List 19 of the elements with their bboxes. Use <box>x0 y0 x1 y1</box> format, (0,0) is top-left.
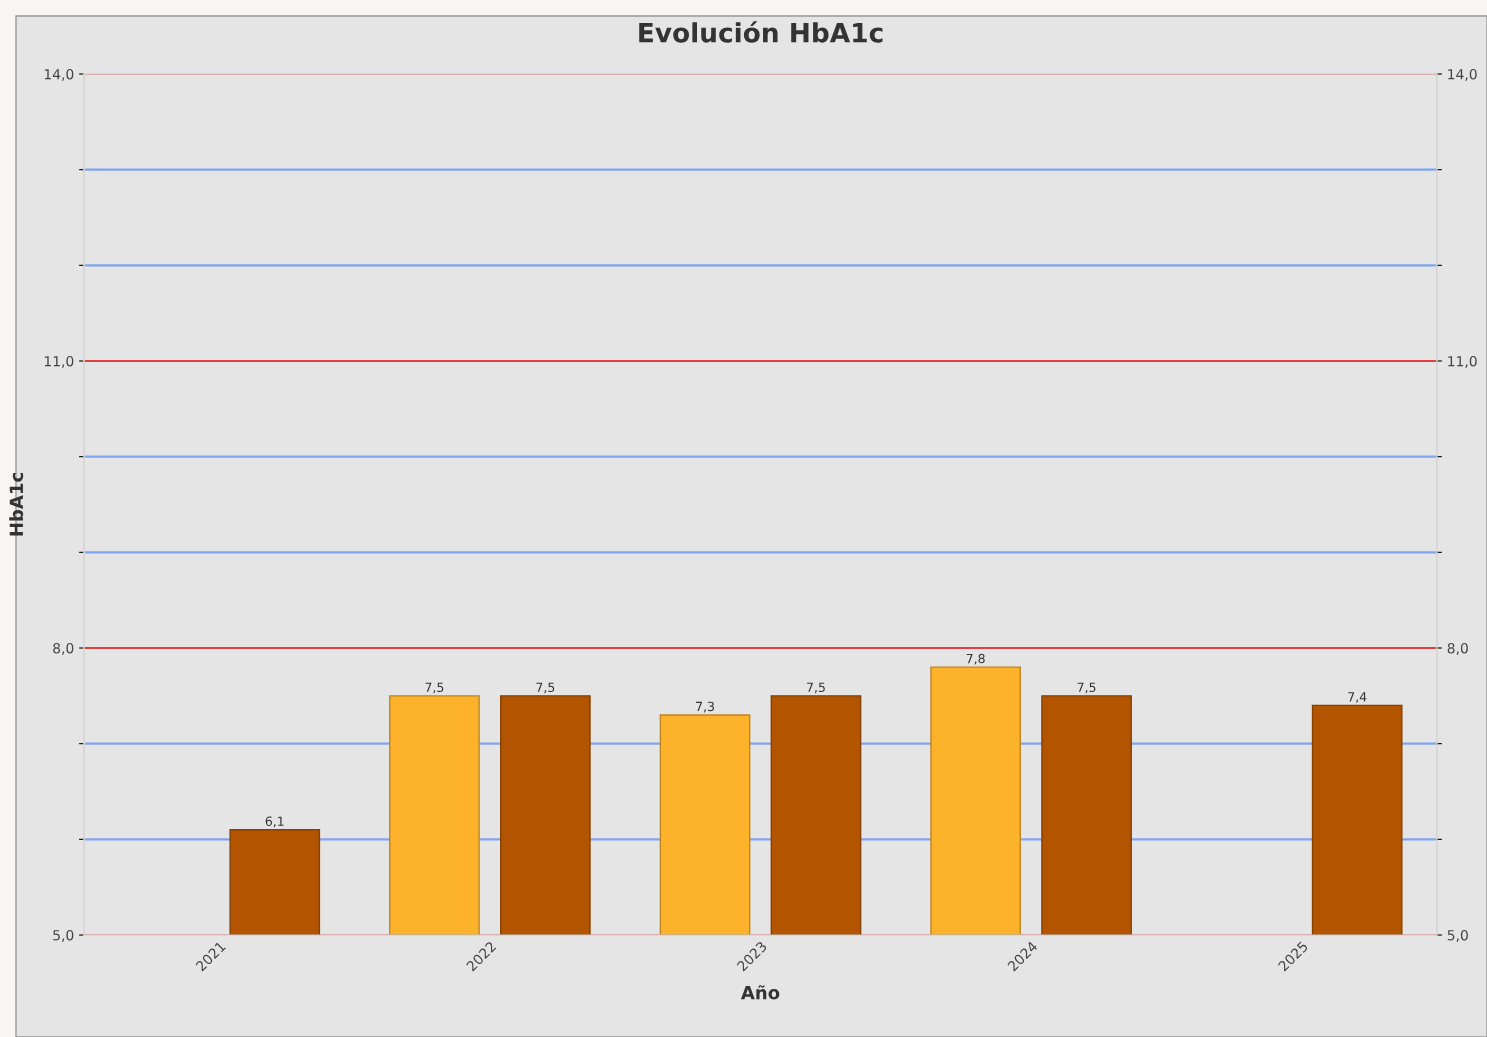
chart-title: Evolución HbA1c <box>639 21 883 43</box>
data-label: 7,8 <box>966 653 985 665</box>
data-label: 7,5 <box>425 682 444 694</box>
y2-tick-label: 8,0 <box>1447 642 1468 655</box>
x-axis-title: Año <box>740 985 780 1000</box>
y2-tick-label: 11,0 <box>1448 355 1477 368</box>
y-tick-label: 14,0 <box>44 68 74 81</box>
y-tick-label: 8,0 <box>53 642 74 655</box>
data-label: 7,4 <box>1348 692 1367 703</box>
data-label: 6,1 <box>265 816 284 828</box>
y-tick-label: 5,0 <box>53 929 74 942</box>
y-axis-title: HbA1c <box>9 473 24 536</box>
data-label: 7,5 <box>1077 682 1096 694</box>
data-label: 7,3 <box>696 701 714 713</box>
y2-tick-label: 5,0 <box>1447 929 1468 942</box>
y2-tick-label: 14,0 <box>1448 68 1477 81</box>
data-label: 7,5 <box>807 682 825 694</box>
data-label: 7,5 <box>536 682 555 694</box>
y-tick-label: 11,0 <box>44 355 74 368</box>
